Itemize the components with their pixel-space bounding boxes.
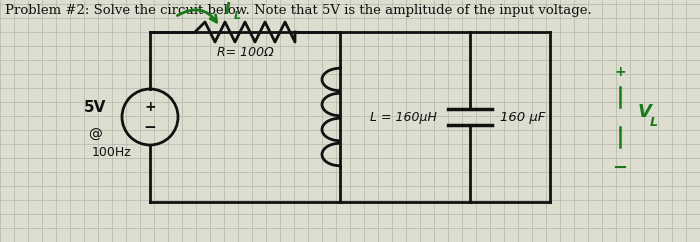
Text: L: L xyxy=(650,115,658,129)
Text: @: @ xyxy=(88,128,102,142)
Text: +: + xyxy=(144,100,156,114)
Text: V: V xyxy=(638,103,652,121)
Text: R= 100Ω: R= 100Ω xyxy=(217,46,273,59)
Text: 5V: 5V xyxy=(84,99,106,114)
Text: −: − xyxy=(612,159,628,177)
Text: +: + xyxy=(614,65,626,79)
Text: 100Hz: 100Hz xyxy=(92,145,132,159)
Text: L = 160μH: L = 160μH xyxy=(370,111,437,123)
Text: 160 μF: 160 μF xyxy=(500,111,545,123)
Text: I: I xyxy=(225,2,230,17)
FancyArrowPatch shape xyxy=(177,10,217,22)
Text: Problem #2: Solve the circuit below. Note that 5V is the amplitude of the input : Problem #2: Solve the circuit below. Not… xyxy=(5,4,592,17)
Text: L: L xyxy=(234,11,241,21)
Text: −: − xyxy=(144,121,156,136)
